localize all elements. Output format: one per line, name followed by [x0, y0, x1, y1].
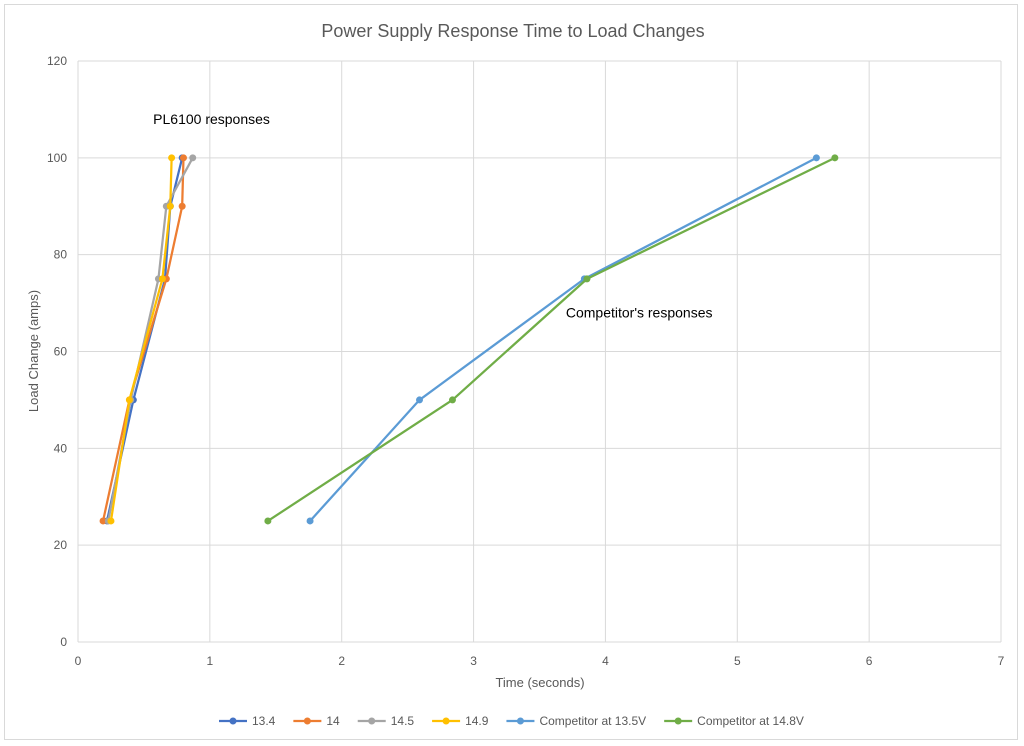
- legend-marker: [516, 717, 524, 725]
- annotation-label: Competitor's responses: [566, 305, 713, 321]
- y-axis-title: Load Change (amps): [26, 290, 41, 412]
- chart-title: Power Supply Response Time to Load Chang…: [321, 21, 704, 41]
- legend-label: 13.4: [252, 714, 276, 728]
- series-line: [101, 157, 185, 522]
- x-tick-label: 2: [338, 654, 345, 668]
- x-tick-label: 3: [470, 654, 477, 668]
- legend-marker: [674, 717, 682, 725]
- data-point: [99, 517, 107, 525]
- legend-item: 13.4: [219, 714, 276, 728]
- tick-labels: 0 1 2 3 4 5 6 7 0 20 40 60 80 100 120: [47, 54, 1005, 668]
- data-point: [306, 517, 314, 525]
- x-tick-label: 5: [734, 654, 741, 668]
- y-tick-label: 40: [54, 441, 68, 455]
- data-point: [264, 517, 272, 525]
- series-1: [99, 154, 187, 525]
- series-3: [107, 154, 176, 525]
- y-tick-label: 20: [54, 538, 68, 552]
- legend-item: 14.9: [432, 714, 489, 728]
- legend-marker: [442, 717, 450, 725]
- x-tick-label: 7: [998, 654, 1005, 668]
- data-point: [189, 154, 197, 162]
- legend-marker: [303, 717, 311, 725]
- y-tick-label: 0: [60, 635, 67, 649]
- y-tick-label: 100: [47, 151, 67, 165]
- data-point: [179, 154, 187, 162]
- data-point: [158, 275, 166, 283]
- data-point: [831, 154, 839, 162]
- legend-label: Competitor at 14.8V: [697, 714, 804, 728]
- legend-label: 14.9: [465, 714, 489, 728]
- x-axis-title: Time (seconds): [495, 675, 584, 690]
- annotations: PL6100 responses Competitor's responses: [153, 111, 712, 321]
- chart-svg: Power Supply Response Time to Load Chang…: [26, 21, 1005, 728]
- legend: 13.4 14 14.5 14.9 Competitor at 13.5V Competi…: [219, 714, 804, 728]
- data-point: [168, 154, 176, 162]
- data-point: [812, 154, 820, 162]
- series-layer: [99, 154, 839, 525]
- series-line: [267, 156, 836, 522]
- series-line: [309, 156, 817, 522]
- data-point: [178, 202, 186, 210]
- series-line: [109, 157, 173, 522]
- x-tick-label: 4: [602, 654, 609, 668]
- grid-layer: [77, 60, 1002, 643]
- data-point: [166, 202, 174, 210]
- series-5: [264, 154, 839, 525]
- y-tick-label: 80: [54, 248, 68, 262]
- legend-marker: [368, 717, 376, 725]
- data-point: [416, 396, 424, 404]
- legend-label: 14: [326, 714, 340, 728]
- legend-item: Competitor at 13.5V: [506, 714, 646, 728]
- chart-frame: Power Supply Response Time to Load Chang…: [4, 4, 1018, 740]
- y-tick-label: 120: [47, 54, 67, 68]
- data-point: [107, 517, 115, 525]
- data-point: [583, 275, 591, 283]
- x-tick-label: 1: [207, 654, 214, 668]
- y-tick-label: 60: [54, 345, 68, 359]
- x-tick-label: 6: [866, 654, 873, 668]
- legend-marker: [229, 717, 237, 725]
- legend-label: 14.5: [391, 714, 415, 728]
- series-4: [306, 154, 820, 525]
- legend-item: 14: [293, 714, 340, 728]
- legend-item: Competitor at 14.8V: [664, 714, 804, 728]
- legend-item: 14.5: [357, 714, 415, 728]
- x-tick-label: 0: [75, 654, 82, 668]
- annotation-label: PL6100 responses: [153, 111, 270, 127]
- data-point: [448, 396, 456, 404]
- legend-label: Competitor at 13.5V: [539, 714, 646, 728]
- data-point: [125, 396, 133, 404]
